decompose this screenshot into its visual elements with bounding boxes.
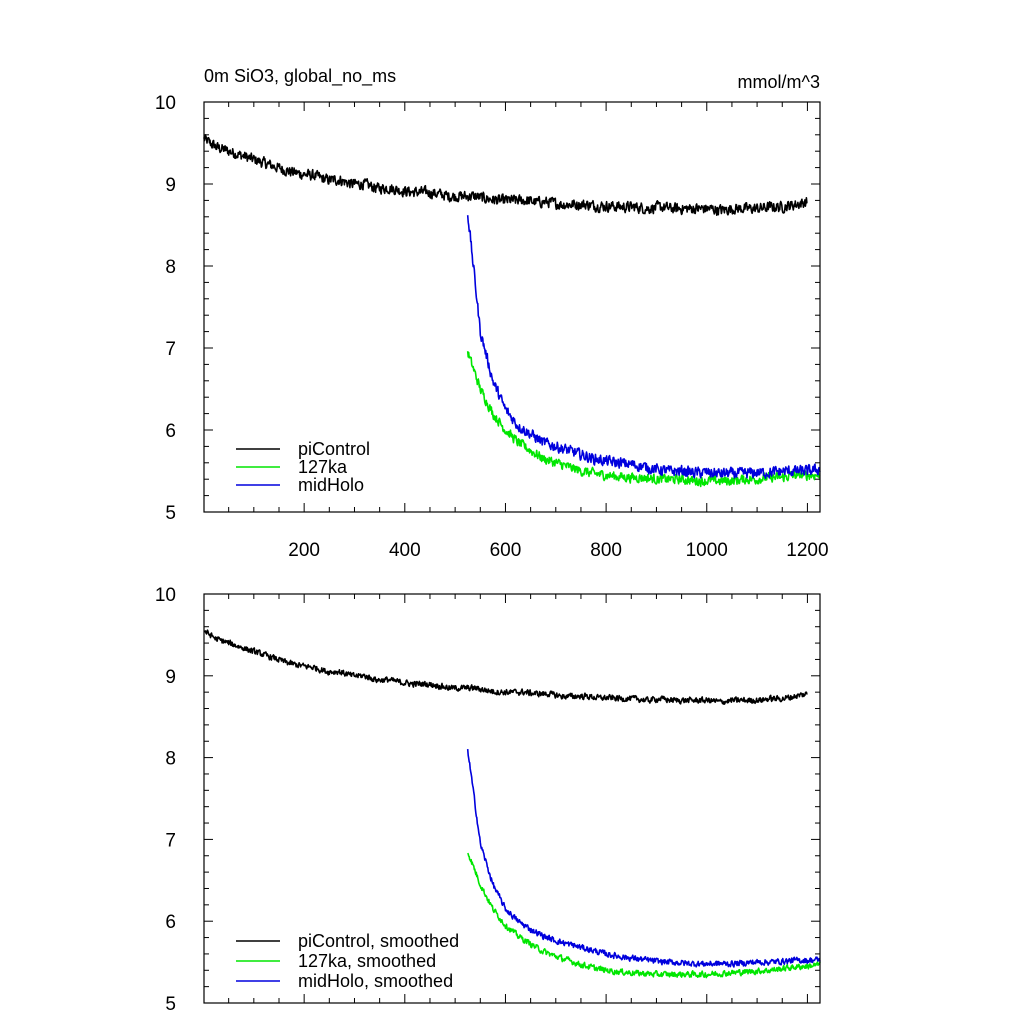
y-tick-label: 10: [155, 585, 176, 606]
panel-top: 200 400 600 800 1000 1200 5 6 7 8 9 10 piControl127k…: [155, 93, 829, 561]
y-tick-label: 6: [165, 421, 176, 442]
x-tick-label: 600: [490, 540, 522, 561]
y-tick-label: 5: [165, 503, 176, 524]
x-tick-label: 800: [590, 540, 622, 561]
series-line-0-1: [466, 351, 821, 488]
x-tick-label: 1200: [786, 540, 828, 561]
x-tick-label: 200: [288, 540, 320, 561]
legend-label: 127ka, smoothed: [298, 951, 436, 971]
series-line-0-2: [466, 215, 821, 480]
x-tick-label: 1000: [686, 540, 728, 561]
y-tick-label: 8: [165, 257, 176, 278]
y-tick-label: 9: [165, 667, 176, 688]
series-line-1-2: [466, 749, 821, 968]
chart-title-right: mmol/m^3: [738, 72, 820, 92]
legend-label: midHolo, smoothed: [298, 971, 453, 991]
series-line-0-0: [203, 134, 808, 216]
plot-frame: [203, 593, 821, 1004]
legend-label: piControl, smoothed: [298, 931, 459, 951]
y-tick-label: 8: [165, 749, 176, 770]
x-tick-label: 400: [389, 540, 421, 561]
series-line-1-0: [203, 629, 808, 705]
legend-label: midHolo: [298, 475, 364, 495]
y-tick-label: 10: [155, 93, 176, 114]
y-tick-label: 5: [165, 994, 176, 1015]
y-tick-label: 7: [165, 339, 176, 360]
plot-frame: [203, 101, 821, 513]
chart-title-left: 0m SiO3, global_no_ms: [204, 66, 396, 87]
legend-label: piControl: [298, 439, 370, 459]
y-tick-label: 9: [165, 175, 176, 196]
series-line-1-1: [467, 852, 821, 979]
legend-label: 127ka: [298, 457, 348, 477]
y-tick-label: 7: [165, 830, 176, 851]
y-tick-label: 6: [165, 912, 176, 933]
